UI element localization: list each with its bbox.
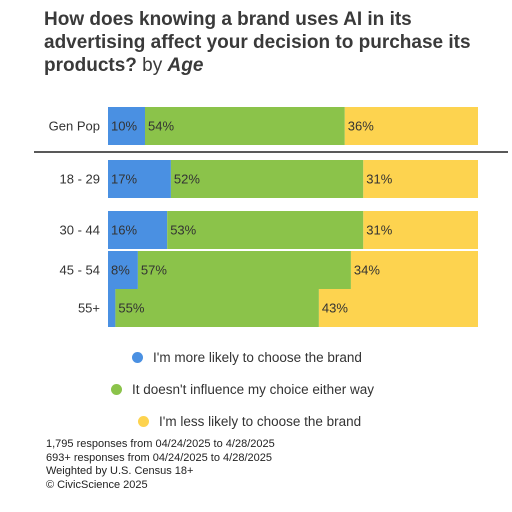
bar-segment-45-54-s2 bbox=[137, 251, 351, 289]
bar-segment-45-54-s3 bbox=[350, 251, 478, 289]
category-label-18-29: 18 - 29 bbox=[60, 172, 100, 187]
data-label-55-plus-s3: 43% bbox=[322, 301, 348, 316]
data-label-18-29-s2: 52% bbox=[174, 172, 200, 187]
chart-title-age: Age bbox=[167, 55, 204, 76]
category-label-55-plus: 55+ bbox=[78, 301, 100, 316]
footer-copyright: © CivicScience 2025 bbox=[46, 478, 148, 491]
bar-segment-55-plus-s2 bbox=[115, 289, 319, 327]
footer-weighting: Weighted by U.S. Census 18+ bbox=[46, 465, 194, 477]
legend-dot-yellow bbox=[138, 416, 149, 427]
data-label-gen-pop-s3: 36% bbox=[348, 119, 374, 134]
category-label-30-44: 30 - 44 bbox=[60, 223, 100, 238]
legend-item-no-influence: It doesn't influence my choice either wa… bbox=[111, 382, 374, 397]
chart-title-by: by bbox=[142, 55, 163, 76]
bar-segment-18-29-s2 bbox=[170, 160, 364, 198]
bar-segment-30-44-s3 bbox=[363, 211, 478, 249]
legend-label-less-likely: I'm less likely to choose the brand bbox=[159, 414, 362, 429]
data-label-18-29-s3: 31% bbox=[366, 172, 392, 187]
legend-dot-blue bbox=[132, 352, 143, 363]
legend-item-more-likely: I'm more likely to choose the brand bbox=[132, 350, 362, 365]
category-label-45-54: 45 - 54 bbox=[60, 263, 100, 278]
bar-segment-30-44-s1 bbox=[108, 211, 168, 249]
legend-label-more-likely: I'm more likely to choose the brand bbox=[153, 350, 362, 365]
bar-segment-55-plus-s3 bbox=[318, 289, 478, 327]
bar-segment-gen-pop-s2 bbox=[145, 107, 345, 145]
legend-item-less-likely: I'm less likely to choose the brand bbox=[138, 414, 361, 429]
footer-responses-genpop: 1,795 responses from 04/24/2025 to 4/28/… bbox=[46, 438, 275, 450]
data-label-45-54-s3: 34% bbox=[354, 263, 380, 278]
bar-segment-gen-pop-s1 bbox=[108, 107, 145, 145]
bar-segment-18-29-s1 bbox=[108, 160, 171, 198]
chart-title: How does knowing a brand uses AI in its … bbox=[44, 8, 504, 77]
bar-segment-gen-pop-s3 bbox=[344, 107, 478, 145]
data-label-gen-pop-s2: 54% bbox=[148, 119, 174, 134]
data-label-30-44-s1: 16% bbox=[111, 223, 137, 238]
bar-segment-18-29-s3 bbox=[363, 160, 478, 198]
bar-segment-30-44-s2 bbox=[167, 211, 364, 249]
data-label-30-44-s3: 31% bbox=[366, 223, 392, 238]
data-label-55-plus-s2: 55% bbox=[118, 301, 144, 316]
legend-dot-green bbox=[111, 384, 122, 395]
data-label-45-54-s2: 57% bbox=[141, 263, 167, 278]
chart-title-main: How does knowing a brand uses AI in its … bbox=[44, 9, 471, 76]
bar-segment-45-54-s1 bbox=[108, 251, 138, 289]
data-label-18-29-s1: 17% bbox=[111, 172, 137, 187]
bar-segment-55-plus-s1 bbox=[108, 289, 116, 327]
category-label-gen-pop: Gen Pop bbox=[49, 119, 100, 134]
data-label-gen-pop-s1: 10% bbox=[111, 119, 137, 134]
legend-label-no-influence: It doesn't influence my choice either wa… bbox=[132, 382, 374, 397]
data-label-30-44-s2: 53% bbox=[170, 223, 196, 238]
data-label-45-54-s1: 8% bbox=[111, 263, 130, 278]
footer-responses-age: 693+ responses from 04/24/2025 to 4/28/2… bbox=[46, 451, 272, 464]
footer-notes: 1,795 responses from 04/24/2025 to 4/28/… bbox=[46, 438, 275, 492]
